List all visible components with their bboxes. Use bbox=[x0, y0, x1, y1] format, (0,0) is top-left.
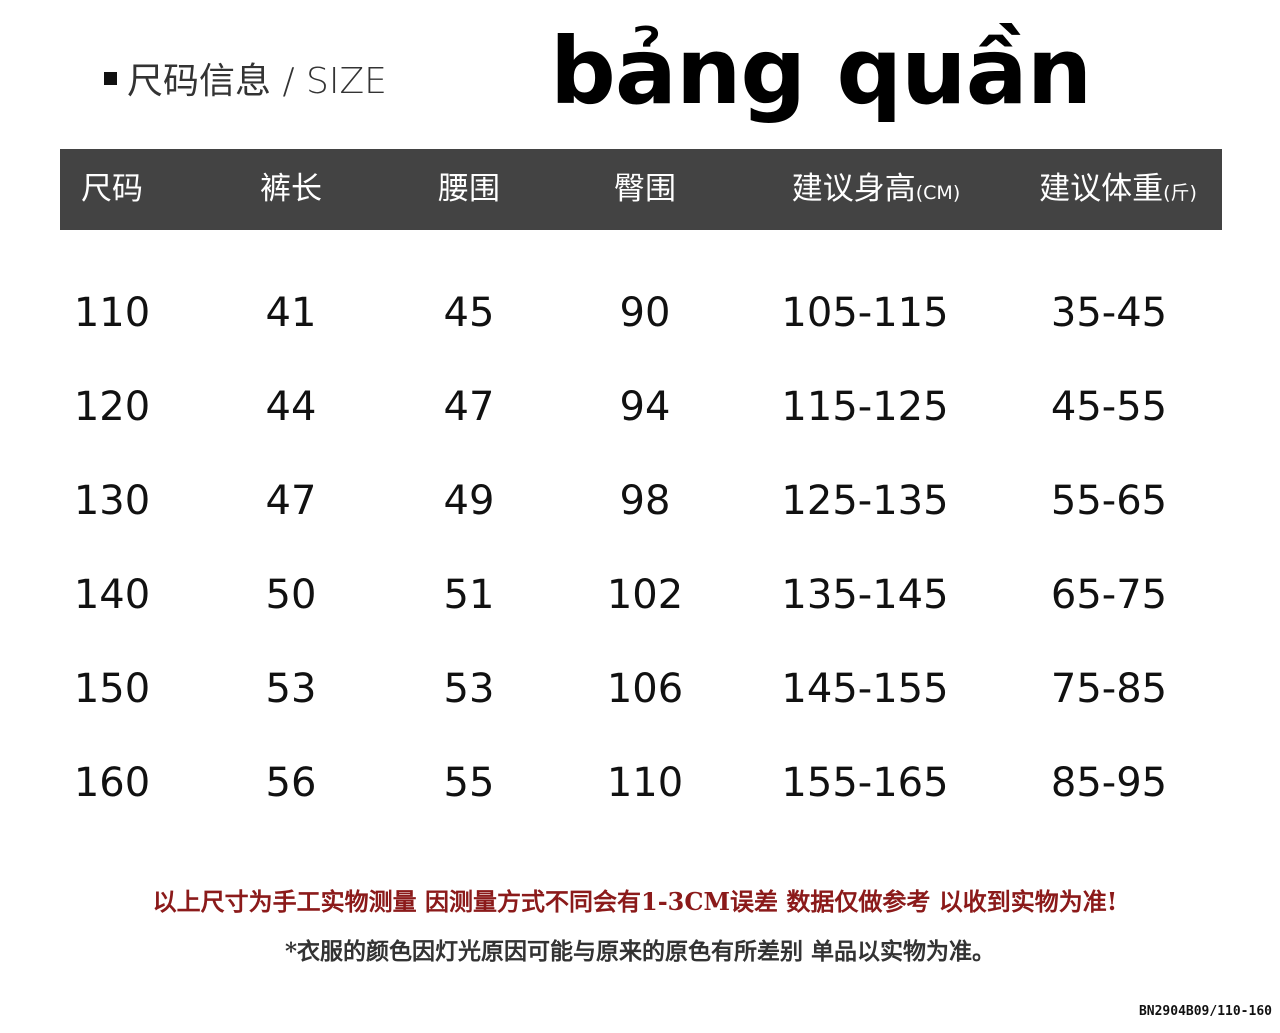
table-cell: 110 bbox=[73, 290, 151, 336]
table-cell: 94 bbox=[619, 384, 671, 430]
table-cell: 75-85 bbox=[1050, 666, 1168, 712]
table-cell: 135-145 bbox=[781, 572, 949, 618]
section-label: 尺码信息 / SIZE bbox=[104, 52, 387, 104]
table-row: 120 44 47 94 115-125 45-55 bbox=[0, 377, 1280, 437]
column-header-label: 建议体重 bbox=[1039, 171, 1164, 207]
table-cell: 35-45 bbox=[1050, 290, 1168, 336]
table-cell: 125-135 bbox=[781, 478, 949, 524]
table-cell: 55-65 bbox=[1050, 478, 1168, 524]
table-cell: 106 bbox=[606, 666, 684, 712]
column-header-unit: (斤) bbox=[1163, 182, 1197, 204]
table-cell: 55 bbox=[443, 760, 495, 806]
column-header: 裤长 bbox=[260, 149, 322, 230]
table-cell: 145-155 bbox=[781, 666, 949, 712]
table-cell: 120 bbox=[73, 384, 151, 430]
column-header: 尺码 bbox=[81, 149, 143, 230]
table-cell: 110 bbox=[606, 760, 684, 806]
table-cell: 51 bbox=[443, 572, 495, 618]
table-cell: 56 bbox=[265, 760, 317, 806]
table-cell: 98 bbox=[619, 478, 671, 524]
table-cell: 105-115 bbox=[781, 290, 949, 336]
table-cell: 49 bbox=[443, 478, 495, 524]
table-cell: 130 bbox=[73, 478, 151, 524]
column-header-label: 臀围 bbox=[614, 171, 676, 207]
table-cell: 47 bbox=[443, 384, 495, 430]
table-cell: 155-165 bbox=[781, 760, 949, 806]
table-row: 150 53 53 106 145-155 75-85 bbox=[0, 659, 1280, 719]
table-cell: 160 bbox=[73, 760, 151, 806]
column-header-label: 建议身高 bbox=[791, 171, 916, 207]
table-cell: 115-125 bbox=[781, 384, 949, 430]
table-row: 140 50 51 102 135-145 65-75 bbox=[0, 565, 1280, 625]
table-cell: 102 bbox=[606, 572, 684, 618]
table-header: 尺码 裤长 腰围 臀围 建议身高(CM) 建议体重(斤) bbox=[60, 149, 1222, 230]
table-cell: 50 bbox=[265, 572, 317, 618]
table-cell: 150 bbox=[73, 666, 151, 712]
section-label-text: 尺码信息 / SIZE bbox=[127, 61, 387, 102]
table-cell: 53 bbox=[265, 666, 317, 712]
column-header: 臀围 bbox=[614, 149, 676, 230]
table-row: 130 47 49 98 125-135 55-65 bbox=[0, 471, 1280, 531]
table-row: 160 56 55 110 155-165 85-95 bbox=[0, 753, 1280, 813]
color-note: *衣服的颜色因灯光原因可能与原来的原色有所差别 单品以实物为准。 bbox=[284, 938, 996, 965]
square-bullet-icon bbox=[104, 71, 117, 85]
column-header: 腰围 bbox=[438, 149, 500, 230]
table-cell: 45 bbox=[443, 290, 495, 336]
table-cell: 53 bbox=[443, 666, 495, 712]
column-header: 建议身高(CM) bbox=[792, 149, 961, 230]
column-header: 建议体重(斤) bbox=[1039, 149, 1197, 230]
column-header-unit: (CM) bbox=[915, 182, 961, 204]
table-cell: 85-95 bbox=[1050, 760, 1168, 806]
table-cell: 41 bbox=[265, 290, 317, 336]
column-header-label: 尺码 bbox=[81, 171, 143, 207]
measurement-note: 以上尺寸为手工实物测量 因测量方式不同会有1-3CM误差 数据仅做参考 以收到实… bbox=[152, 887, 1118, 916]
page-title: bảng quần bbox=[550, 18, 1092, 125]
table-cell: 44 bbox=[265, 384, 317, 430]
table-cell: 140 bbox=[73, 572, 151, 618]
table-cell: 65-75 bbox=[1050, 572, 1168, 618]
table-cell: 90 bbox=[619, 290, 671, 336]
product-code: BN2904B09/110-160 bbox=[1138, 1004, 1272, 1019]
column-header-label: 裤长 bbox=[260, 171, 322, 207]
table-cell: 45-55 bbox=[1050, 384, 1168, 430]
table-row: 110 41 45 90 105-115 35-45 bbox=[0, 283, 1280, 343]
table-cell: 47 bbox=[265, 478, 317, 524]
column-header-label: 腰围 bbox=[438, 171, 500, 207]
